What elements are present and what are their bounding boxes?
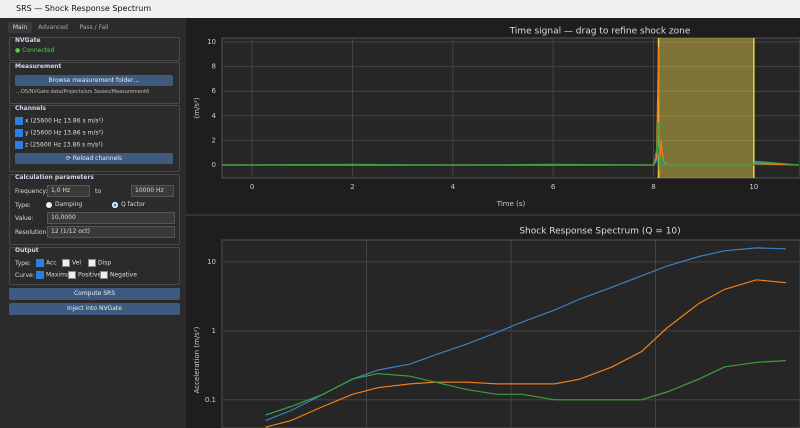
label: Type:	[15, 260, 31, 267]
radio[interactable]: Damping	[46, 201, 82, 208]
checkbox[interactable]: z (25600 Hz 13.86 s m/s²)	[15, 141, 103, 149]
group-title: Calculation parameters	[15, 174, 94, 181]
group-title: Measurement	[15, 63, 62, 70]
series-line	[265, 279, 787, 428]
label: Resolution:	[15, 229, 49, 236]
group-box	[9, 37, 180, 61]
group-title: Channels	[15, 105, 46, 112]
tab[interactable]: Main	[8, 22, 32, 33]
radio[interactable]: Q factor	[112, 201, 145, 208]
box[interactable]	[15, 117, 23, 125]
group-box	[9, 247, 180, 285]
box[interactable]	[36, 259, 44, 267]
group-title: NVGate	[15, 37, 41, 44]
title-bar: SRS — Shock Response Spectrum	[0, 0, 800, 18]
y-tick-label: 1	[212, 327, 216, 335]
x-tick-label: 10	[749, 183, 758, 191]
label: Vel	[72, 259, 81, 267]
checkbox[interactable]: Disp	[88, 259, 111, 267]
label: Maximax	[46, 271, 74, 279]
label: Positive	[78, 271, 102, 279]
checkbox[interactable]: Maximax	[36, 271, 73, 279]
button[interactable]: Browse measurement folder…	[15, 75, 173, 86]
y-tick-label: 10	[207, 258, 216, 266]
label: to	[95, 188, 102, 195]
tab[interactable]: Pass / Fail	[79, 24, 109, 31]
y-tick-label: 0.1	[205, 396, 216, 404]
y-tick-label: 10	[207, 38, 216, 46]
label: Negative	[110, 271, 137, 279]
y-tick-label: 2	[212, 136, 216, 144]
chart-title: Shock Response Spectrum (Q = 10)	[519, 227, 680, 237]
x-tick-label: 4	[451, 183, 456, 191]
checkbox[interactable]: Positive	[68, 271, 101, 279]
input[interactable]: 10000 Hz	[131, 185, 174, 197]
label: y (25600 Hz 13.86 s m/s²)	[25, 129, 104, 137]
label: Disp	[98, 259, 112, 267]
label: Reload channels	[72, 155, 123, 162]
label: Curve:	[15, 272, 35, 279]
label: Value:	[15, 215, 34, 222]
chart-title: Time signal — drag to refine shock zone	[509, 27, 691, 37]
series-line	[222, 121, 800, 172]
box[interactable]	[88, 259, 96, 267]
x-tick-label: 6	[551, 183, 556, 191]
group-title: Output	[15, 247, 39, 254]
label: Damping	[55, 201, 83, 208]
button[interactable]: Compute SRS	[9, 288, 180, 300]
box[interactable]	[36, 271, 44, 279]
input[interactable]: 12 (1/12 oct)	[47, 226, 175, 238]
window-title: SRS — Shock Response Spectrum	[16, 4, 152, 13]
y-tick-label: 0	[212, 161, 216, 169]
path: …OS/NVGate data/Projects/srs 3axies/Meas…	[16, 89, 150, 95]
group-box	[9, 105, 180, 172]
box[interactable]	[15, 141, 23, 149]
y-axis-label: Acceleration (m/s²)	[193, 326, 201, 393]
status: ● Connected	[15, 47, 55, 54]
x-tick-label: 0	[250, 183, 254, 191]
x-tick-label: 2	[350, 183, 354, 191]
input[interactable]: 1,0 Hz	[47, 185, 90, 197]
label: Type:	[15, 202, 31, 209]
label: x (25600 Hz 13.86 s m/s²)	[25, 117, 104, 125]
series-line	[265, 360, 787, 416]
plot-content	[222, 240, 800, 428]
button[interactable]: Inject into NVGate	[9, 303, 180, 315]
group-box	[9, 62, 180, 104]
box[interactable]	[100, 271, 108, 279]
checkbox[interactable]: Acc	[36, 259, 57, 267]
tab[interactable]: Advanced	[38, 24, 68, 31]
box[interactable]	[68, 271, 76, 279]
radio-dot[interactable]	[112, 201, 118, 208]
checkbox[interactable]: y (25600 Hz 13.86 s m/s²)	[15, 129, 103, 137]
box[interactable]	[62, 259, 70, 267]
y-tick-label: 6	[212, 87, 217, 95]
input[interactable]: 10,0000	[47, 212, 175, 224]
y-tick-label: 4	[212, 112, 217, 120]
plot-content	[222, 38, 800, 178]
label: Acc	[46, 259, 57, 267]
label: Q factor	[121, 201, 146, 208]
checkbox[interactable]: x (25600 Hz 13.86 s m/s²)	[15, 117, 103, 125]
plot-area	[221, 37, 800, 179]
checkbox[interactable]: Vel	[62, 259, 81, 267]
label: Frequency:	[15, 188, 48, 195]
plots: Time signal — drag to refine shock zone 0…	[186, 18, 800, 428]
label: z (25600 Hz 13.86 s m/s²)	[25, 141, 103, 149]
status-text: Connected	[22, 47, 55, 54]
checkbox[interactable]: Negative	[100, 271, 137, 279]
y-tick-label: 8	[212, 63, 216, 71]
x-tick-label: 8	[651, 183, 655, 191]
x-axis-label: Time (s)	[496, 200, 526, 208]
box[interactable]	[15, 129, 23, 137]
group-box	[9, 174, 180, 245]
selection-region	[658, 38, 754, 178]
radio-dot[interactable]	[46, 201, 52, 208]
button[interactable]: ⟳ Reload channels	[15, 153, 173, 164]
y-axis-label: (m/s²)	[193, 97, 201, 118]
